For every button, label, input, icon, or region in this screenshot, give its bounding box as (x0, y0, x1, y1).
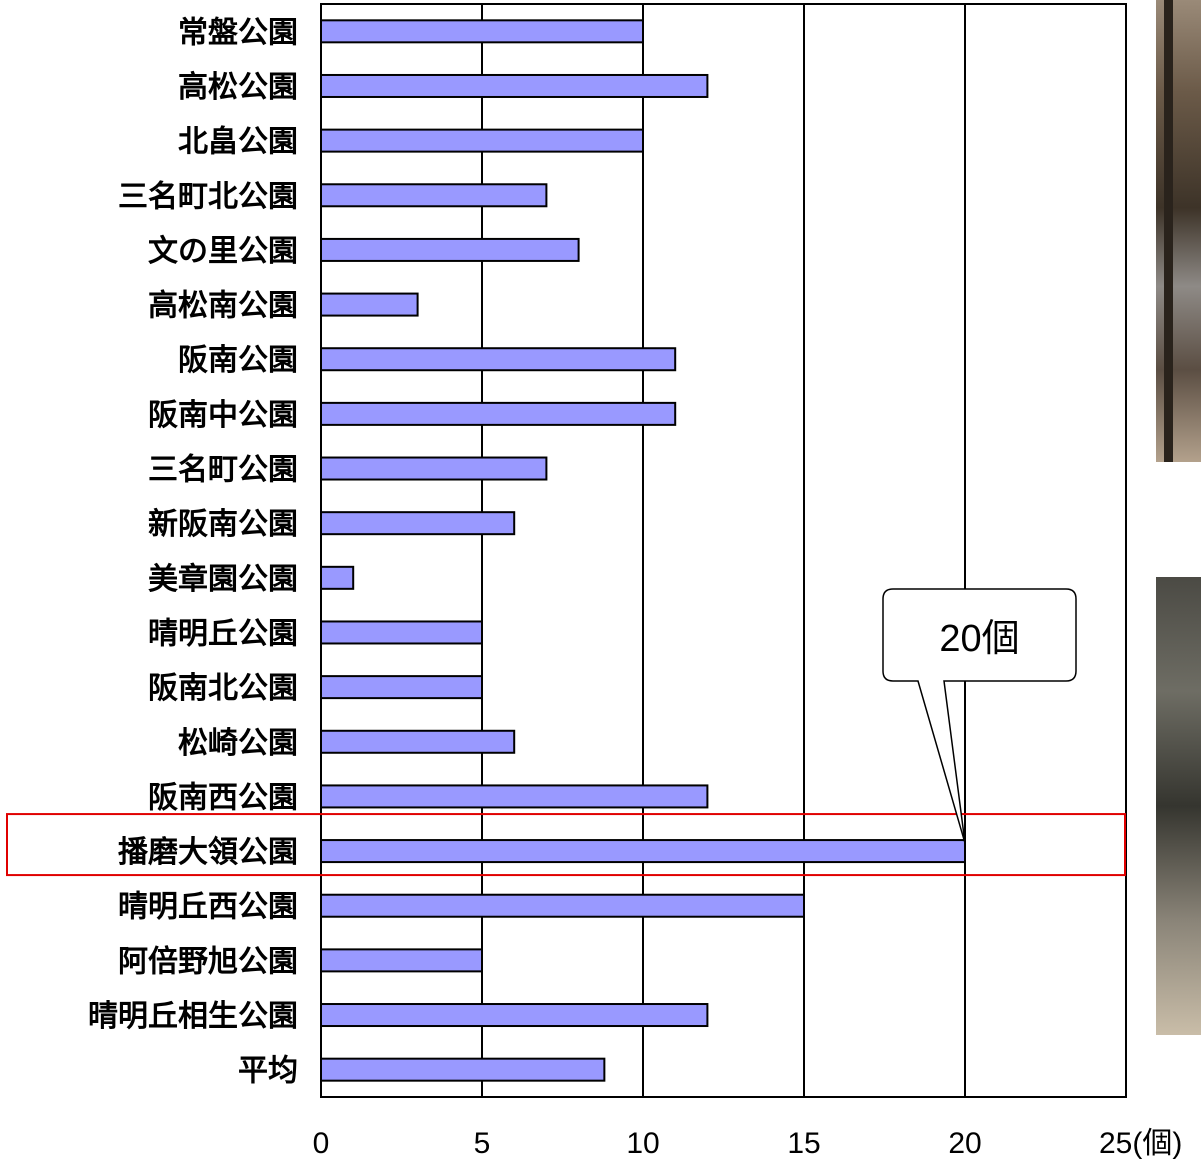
callout-bubble (882, 588, 1077, 844)
category-label: 三名町公園 (148, 453, 298, 488)
bar (320, 347, 677, 372)
tick-label: 15 (787, 1127, 820, 1160)
annotation-callout: 20個 (882, 588, 1077, 844)
category-label: 播磨大領公園 (118, 835, 298, 870)
bar (320, 237, 580, 262)
bar (320, 784, 709, 809)
category-label: 常盤公園 (178, 15, 298, 50)
callout-label: 20個 (939, 618, 1019, 660)
bar (320, 729, 516, 754)
bar (320, 620, 483, 645)
tick-label: 25(個) (1099, 1127, 1182, 1160)
bar (320, 19, 644, 44)
category-label: 高松南公園 (148, 289, 298, 324)
bar (320, 565, 355, 590)
value-axis-tick-labels: 0 5 10 15 20 25(個) (313, 1127, 1183, 1160)
category-label: 阪南北公園 (148, 671, 298, 706)
category-label: 三名町北公園 (118, 179, 298, 214)
bar (320, 839, 966, 864)
bar (320, 292, 419, 317)
tick-label: 0 (313, 1127, 330, 1160)
tick-label: 5 (474, 1127, 491, 1160)
bar (320, 893, 805, 918)
category-label: 晴明丘公園 (148, 616, 298, 651)
tick-label: 20 (948, 1127, 981, 1160)
category-label: 阪南公園 (178, 343, 298, 378)
category-axis-labels: 常盤公園高松公園北畠公園三名町北公園文の里公園高松南公園阪南公園阪南中公園三名町… (88, 15, 298, 1088)
grid-lines (481, 4, 966, 1097)
category-label: 晴明丘西公園 (118, 890, 298, 925)
bar (320, 675, 483, 700)
bar-series (320, 19, 966, 1082)
category-label: 阪南西公園 (148, 780, 298, 815)
bar (320, 1057, 606, 1082)
park-photo-bottom (1156, 577, 1201, 1035)
bar (320, 1003, 709, 1028)
category-label: 晴明丘相生公園 (88, 999, 298, 1034)
category-label: 北畠公園 (178, 125, 298, 160)
plot-area-frame (320, 3, 1127, 1098)
bar (320, 948, 483, 973)
bar (320, 401, 677, 426)
category-label: 美章園公園 (148, 562, 298, 597)
bar (320, 128, 644, 153)
category-label: 新阪南公園 (148, 507, 298, 542)
category-label: 松崎公園 (178, 726, 298, 761)
tick-label: 10 (626, 1127, 659, 1160)
bar (320, 456, 548, 481)
category-label: 高松公園 (178, 70, 298, 105)
category-label: 阪南中公園 (148, 398, 298, 433)
highlight-box (6, 813, 1126, 877)
park-photo-top (1156, 0, 1201, 462)
bar (320, 73, 709, 98)
category-label: 阿倍野旭公園 (118, 944, 298, 979)
category-label: 文の里公園 (148, 234, 298, 269)
bar (320, 511, 516, 536)
bar (320, 183, 548, 208)
category-label: 平均 (238, 1054, 298, 1089)
